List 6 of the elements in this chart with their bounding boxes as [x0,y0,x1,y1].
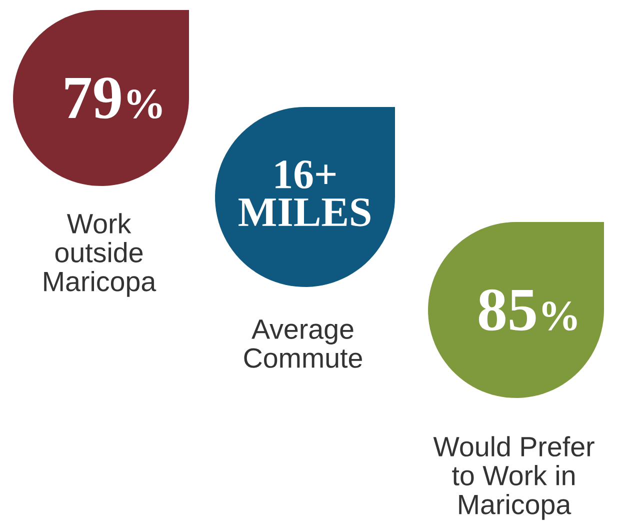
category-label: Work outside Maricopa [44,213,156,297]
data-label: 79% [65,78,162,119]
category-label: Average Commute [244,320,362,368]
data-label: 85% [478,289,577,331]
category-label: Would Prefer to Work in Maricopa [433,436,594,520]
data-label: 16+ MILES [238,160,370,226]
